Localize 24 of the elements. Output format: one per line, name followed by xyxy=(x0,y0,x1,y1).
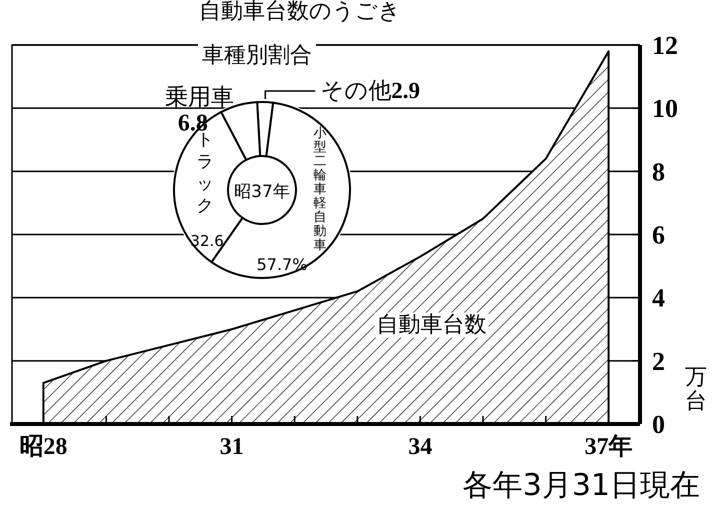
y-tick-label: 10 xyxy=(652,94,678,124)
data-label: 32.6 xyxy=(190,232,224,250)
slice-label: 乗用車 xyxy=(164,84,234,110)
series-label: 自動車台数 xyxy=(376,312,487,338)
slice-label: その他 xyxy=(320,78,392,104)
y-axis-title: 万台 xyxy=(685,365,707,414)
y-tick-label: 0 xyxy=(652,410,665,439)
data-label: 2.9 xyxy=(391,78,420,104)
x-tick-label: 昭28 xyxy=(19,434,68,460)
y-tick-label: 8 xyxy=(652,157,665,186)
x-tick-label: 37年 xyxy=(584,433,633,460)
y-tick-label: 4 xyxy=(652,284,665,313)
data-label: 57.7% xyxy=(256,255,308,274)
y-tick-label: 12 xyxy=(652,31,678,60)
text: 各年3月31日現在 xyxy=(462,468,700,503)
annotation: 昭37年 xyxy=(234,182,290,202)
category-label: 小型二輪車軽自動車 xyxy=(314,126,326,253)
y-tick-label: 6 xyxy=(652,220,665,250)
slice-label: トラック xyxy=(196,130,214,216)
x-tick-label: 34 xyxy=(408,434,432,460)
y-tick-label: 2 xyxy=(652,346,665,376)
x-tick-label: 31 xyxy=(220,434,244,460)
chart-title: 自動車台数のうごき xyxy=(199,0,401,24)
chart-title: 車種別割合 xyxy=(202,43,312,68)
